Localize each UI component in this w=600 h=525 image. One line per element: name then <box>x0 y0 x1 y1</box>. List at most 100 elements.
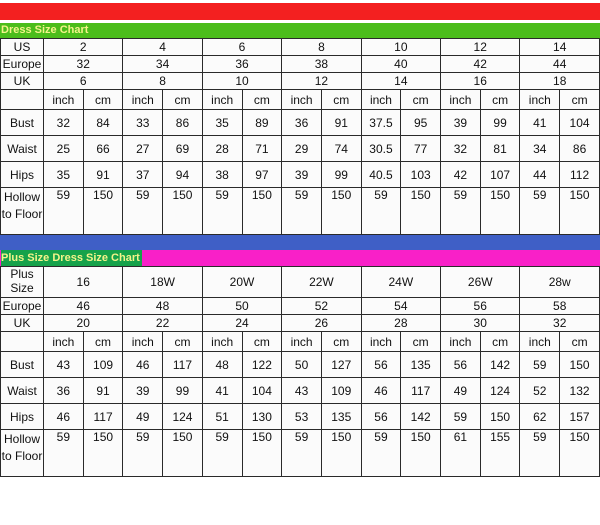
measure-cell: 35 <box>201 109 243 136</box>
measure-cell: 109 <box>320 377 362 404</box>
dress-europe-size: 38 <box>281 55 362 73</box>
row-label-hips: Hips <box>0 161 44 188</box>
plus-uk-size: 26 <box>281 314 362 332</box>
unit-header: cm <box>559 89 600 110</box>
plus-europe-size: 50 <box>201 297 283 315</box>
measure-cell: 112 <box>559 161 600 188</box>
measure-cell: 135 <box>400 351 442 378</box>
measure-cell: 29 <box>281 135 322 162</box>
measure-cell: 39 <box>440 109 481 136</box>
dress-waist-row: Waist 25 66 27 69 28 71 29 74 30.5 77 32… <box>0 135 600 162</box>
dress-europe-row: Europe 32 34 36 38 40 42 44 <box>0 55 600 73</box>
plus-uk-size: 30 <box>440 314 521 332</box>
measure-cell: 86 <box>162 109 203 136</box>
measure-cell: 77 <box>400 135 442 162</box>
measure-cell: 40.5 <box>360 161 402 188</box>
plus-europe-size: 48 <box>122 297 203 315</box>
unit-header: inch <box>281 331 322 352</box>
row-label-blank <box>0 89 44 110</box>
plus-chart-banner: Plus Size Dress Size Chart <box>0 250 600 266</box>
dress-us-size: 2 <box>42 38 124 56</box>
measure-cell: 150 <box>241 429 283 477</box>
unit-header: inch <box>519 89 561 110</box>
measure-cell: 46 <box>360 377 402 404</box>
row-label-hips: Hips <box>0 403 44 430</box>
unit-header: cm <box>559 331 600 352</box>
measure-cell: 107 <box>479 161 521 188</box>
measure-cell: 59 <box>122 187 164 235</box>
measure-cell: 91 <box>320 109 362 136</box>
measure-cell: 97 <box>241 161 283 188</box>
plus-chart-title: Plus Size Dress Size Chart <box>1 250 142 266</box>
measure-cell: 61 <box>440 429 481 477</box>
plus-uk-size: 28 <box>360 314 442 332</box>
plus-waist-row: Waist 36 91 39 99 41 104 43 109 46 117 4… <box>0 377 600 404</box>
unit-header: cm <box>400 89 442 110</box>
measure-cell: 94 <box>162 161 203 188</box>
measure-cell: 59 <box>43 429 84 477</box>
dress-hollow-row: Hollow to Floor 59 150 59 150 59 150 59 … <box>0 187 600 235</box>
row-label-europe: Europe <box>0 55 44 73</box>
measure-cell: 91 <box>82 377 124 404</box>
measure-cell: 38 <box>201 161 243 188</box>
unit-header: inch <box>43 89 84 110</box>
hollow-label-line1: Hollow <box>3 190 40 204</box>
plus-hips-row: Hips 46 117 49 124 51 130 53 135 56 142 … <box>0 403 600 430</box>
plus-uk-size: 24 <box>201 314 283 332</box>
dress-europe-size: 42 <box>440 55 521 73</box>
unit-header: cm <box>400 331 442 352</box>
plus-europe-size: 46 <box>42 297 124 315</box>
measure-cell: 122 <box>241 351 283 378</box>
measure-cell: 33 <box>122 109 164 136</box>
measure-cell: 71 <box>241 135 283 162</box>
dress-europe-size: 40 <box>360 55 442 73</box>
plus-uk-row: UK 20 22 24 26 28 30 32 <box>0 314 600 332</box>
unit-header: cm <box>479 331 521 352</box>
measure-cell: 59 <box>281 187 322 235</box>
row-label-uk: UK <box>0 314 44 332</box>
plus-size-value: 26W <box>440 266 521 298</box>
measure-cell: 39 <box>281 161 322 188</box>
dress-bust-row: Bust 32 84 33 86 35 89 36 91 37.5 95 39 … <box>0 109 600 136</box>
unit-header: cm <box>320 89 362 110</box>
plus-uk-size: 20 <box>42 314 124 332</box>
unit-header: cm <box>241 331 283 352</box>
unit-header: cm <box>162 331 203 352</box>
unit-header: cm <box>162 89 203 110</box>
plus-uk-size: 22 <box>122 314 203 332</box>
measure-cell: 104 <box>241 377 283 404</box>
measure-cell: 142 <box>479 351 521 378</box>
measure-cell: 132 <box>559 377 600 404</box>
measure-cell: 43 <box>43 351 84 378</box>
plus-size-value: 16 <box>42 266 124 298</box>
dress-uk-size: 6 <box>42 72 124 90</box>
measure-cell: 117 <box>162 351 203 378</box>
dress-uk-row: UK 6 8 10 12 14 16 18 <box>0 72 600 90</box>
measure-cell: 59 <box>360 429 402 477</box>
measure-cell: 95 <box>400 109 442 136</box>
dress-us-row: US 2 4 6 8 10 12 14 <box>0 38 600 56</box>
plus-europe-size: 56 <box>440 297 521 315</box>
measure-cell: 41 <box>201 377 243 404</box>
measure-cell: 37.5 <box>360 109 402 136</box>
measure-cell-overflow: 59 <box>519 429 561 477</box>
row-label-us: US <box>0 38 44 56</box>
measure-cell: 130 <box>241 403 283 430</box>
dress-hips-row: Hips 35 91 37 94 38 97 39 99 40.5 103 42… <box>0 161 600 188</box>
measure-cell: 49 <box>122 403 164 430</box>
measure-cell: 36 <box>43 377 84 404</box>
measure-cell: 44 <box>519 161 561 188</box>
red-banner <box>0 3 600 20</box>
measure-cell: 34 <box>519 135 561 162</box>
measure-cell: 84 <box>82 109 124 136</box>
row-label-blank <box>0 331 44 352</box>
plus-europe-size: 54 <box>360 297 442 315</box>
measure-cell: 109 <box>82 351 124 378</box>
row-label-europe: Europe <box>0 297 44 315</box>
measure-cell: 39 <box>122 377 164 404</box>
measure-cell: 117 <box>82 403 124 430</box>
row-label-waist: Waist <box>0 377 44 404</box>
dress-uk-size: 14 <box>360 72 442 90</box>
plus-europe-row: Europe 46 48 50 52 54 56 58 <box>0 297 600 315</box>
measure-cell: 150 <box>479 187 521 235</box>
